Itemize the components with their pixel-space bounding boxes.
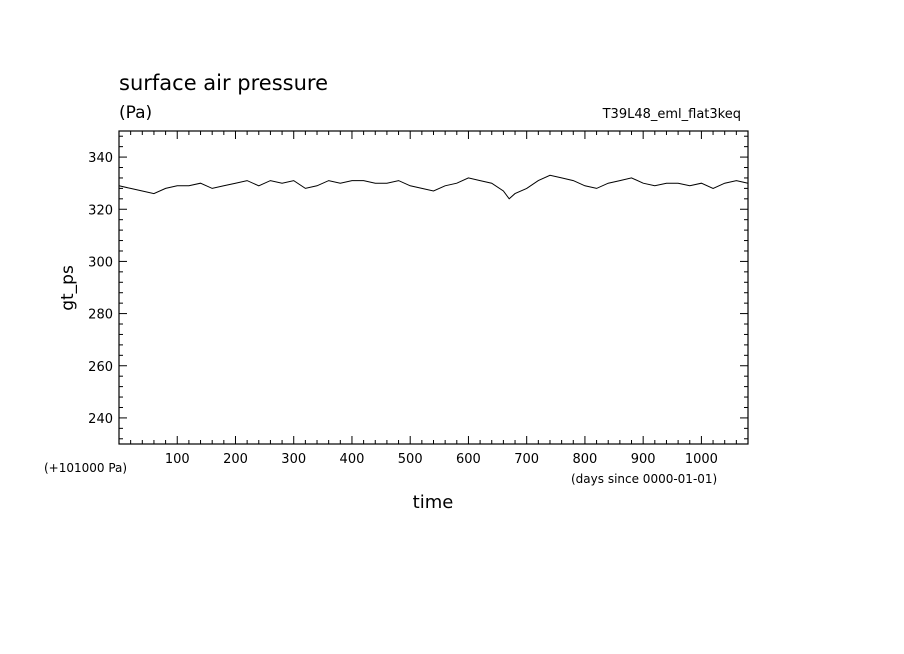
plot-frame: [118, 130, 749, 445]
y-tick-labels: 240 260 280 300 320 340: [88, 151, 113, 427]
x-tick-label: 500: [398, 452, 423, 467]
chart-units-label: (Pa): [119, 103, 152, 123]
x-tick-label: 300: [281, 452, 306, 467]
y-tick-label: 320: [88, 203, 113, 218]
x-tick-marks: [130, 131, 737, 444]
y-tick-label: 240: [88, 412, 113, 427]
x-axis-label: time: [413, 492, 454, 513]
x-tick-label: 200: [223, 452, 248, 467]
x-tick-label: 400: [340, 452, 365, 467]
chart-title: surface air pressure: [119, 71, 328, 95]
x-tick-label: 900: [631, 452, 656, 467]
x-tick-label: 1000: [685, 452, 718, 467]
x-tick-labels: 100 200 300 400 500 600 700 800 900 1000: [165, 452, 718, 467]
y-offset-label: (+101000 Pa): [44, 461, 127, 475]
x-tick-label: 600: [456, 452, 481, 467]
y-axis-label: gt_ps: [58, 265, 78, 311]
y-tick-label: 340: [88, 151, 113, 166]
x-tick-label: 100: [165, 452, 190, 467]
series-line: [118, 174, 749, 200]
chart-run-label: T39L48_eml_flat3keq: [602, 107, 741, 122]
x-tick-label: 700: [514, 452, 539, 467]
x-tick-label: 800: [573, 452, 598, 467]
y-tick-marks: [119, 135, 748, 440]
y-tick-label: 280: [88, 308, 113, 323]
x-units-label: (days since 0000-01-01): [571, 472, 717, 486]
y-tick-label: 260: [88, 360, 113, 375]
y-tick-label: 300: [88, 255, 113, 270]
